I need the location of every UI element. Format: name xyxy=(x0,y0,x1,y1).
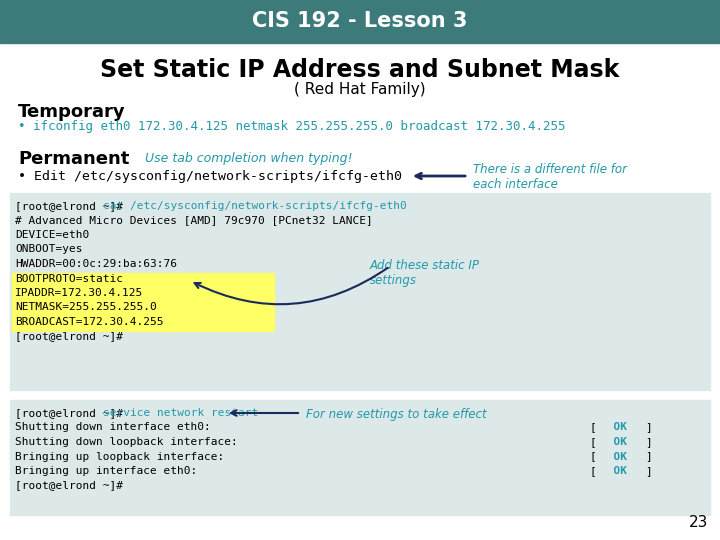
Bar xyxy=(12,287,274,301)
Text: For new settings to take effect: For new settings to take effect xyxy=(306,408,487,421)
Text: ONBOOT=yes: ONBOOT=yes xyxy=(15,245,83,254)
Text: [: [ xyxy=(590,451,597,462)
Text: Bringing up interface eth0:: Bringing up interface eth0: xyxy=(15,466,197,476)
Bar xyxy=(0,0,720,43)
Text: Use tab completion when typing!: Use tab completion when typing! xyxy=(145,152,353,165)
Text: Shutting down interface eth0:: Shutting down interface eth0: xyxy=(15,422,211,433)
Text: 23: 23 xyxy=(688,515,708,530)
Text: cat /etc/sysconfig/network-scripts/ifcfg-eth0: cat /etc/sysconfig/network-scripts/ifcfg… xyxy=(102,201,406,211)
Text: Add these static IP
settings: Add these static IP settings xyxy=(370,259,480,287)
Text: Shutting down loopback interface:: Shutting down loopback interface: xyxy=(15,437,238,447)
Text: • ifconfig eth0 172.30.4.125 netmask 255.255.255.0 broadcast 172.30.4.255: • ifconfig eth0 172.30.4.125 netmask 255… xyxy=(18,120,565,133)
Text: ]: ] xyxy=(645,451,652,462)
Text: NETMASK=255.255.255.0: NETMASK=255.255.255.0 xyxy=(15,302,157,313)
Text: ( Red Hat Family): ( Red Hat Family) xyxy=(294,82,426,97)
Text: DEVICE=eth0: DEVICE=eth0 xyxy=(15,230,89,240)
Text: [root@elrond ~]#: [root@elrond ~]# xyxy=(15,201,130,211)
Bar xyxy=(10,193,710,390)
Text: [root@elrond ~]#: [root@elrond ~]# xyxy=(15,481,123,490)
Text: ]: ] xyxy=(645,437,652,447)
Text: Bringing up loopback interface:: Bringing up loopback interface: xyxy=(15,451,224,462)
Text: OK: OK xyxy=(600,437,641,447)
Text: Set Static IP Address and Subnet Mask: Set Static IP Address and Subnet Mask xyxy=(100,58,620,82)
Text: There is a different file for
each interface: There is a different file for each inter… xyxy=(473,163,627,191)
Text: OK: OK xyxy=(600,466,641,476)
Text: BOOTPROTO=static: BOOTPROTO=static xyxy=(15,273,123,284)
Text: IPADDR=172.30.4.125: IPADDR=172.30.4.125 xyxy=(15,288,143,298)
Text: HWADDR=00:0c:29:ba:63:76: HWADDR=00:0c:29:ba:63:76 xyxy=(15,259,177,269)
Text: [root@elrond ~]#: [root@elrond ~]# xyxy=(15,332,123,341)
Bar xyxy=(12,316,274,330)
Bar xyxy=(12,273,274,287)
Text: [: [ xyxy=(590,437,597,447)
Text: BROADCAST=172.30.4.255: BROADCAST=172.30.4.255 xyxy=(15,317,163,327)
Text: [root@elrond ~]#: [root@elrond ~]# xyxy=(15,408,130,418)
Text: Permanent: Permanent xyxy=(18,150,130,168)
Bar xyxy=(10,400,710,515)
Text: ]: ] xyxy=(645,466,652,476)
Text: [: [ xyxy=(590,422,597,433)
Bar xyxy=(12,301,274,316)
Text: service network restart: service network restart xyxy=(102,408,258,418)
Text: CIS 192 - Lesson 3: CIS 192 - Lesson 3 xyxy=(252,11,468,31)
Text: [: [ xyxy=(590,466,597,476)
Text: ]: ] xyxy=(645,422,652,433)
Text: OK: OK xyxy=(600,422,641,433)
Text: Temporary: Temporary xyxy=(18,103,125,121)
Text: # Advanced Micro Devices [AMD] 79c970 [PCnet32 LANCE]: # Advanced Micro Devices [AMD] 79c970 [P… xyxy=(15,215,373,226)
Text: • Edit /etc/sysconfig/network-scripts/ifcfg-eth0: • Edit /etc/sysconfig/network-scripts/if… xyxy=(18,170,402,183)
Text: OK: OK xyxy=(600,451,641,462)
